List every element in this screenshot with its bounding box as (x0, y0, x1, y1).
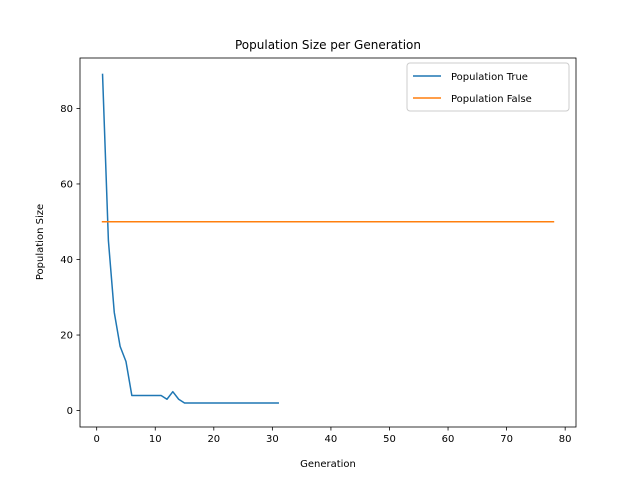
y-tick-label: 40 (60, 255, 73, 266)
series-line-1 (101, 73, 279, 404)
legend-label: Population False (451, 94, 532, 105)
legend-label: Population True (451, 72, 528, 83)
x-tick-label: 20 (207, 434, 220, 445)
x-tick-label: 10 (149, 434, 162, 445)
y-tick-label: 60 (60, 179, 73, 190)
legend-box (406, 62, 570, 112)
y-tick-label: 20 (60, 331, 73, 342)
x-tick-label: 50 (383, 434, 396, 445)
x-tick-label: 40 (325, 434, 338, 445)
y-tick-label: 80 (60, 104, 73, 115)
x-tick-label: 60 (442, 434, 455, 445)
plot-area: 0 10 20 30 40 50 60 70 80 0 20 40 60 80 (60, 57, 577, 445)
x-axis-label: Generation (300, 459, 356, 470)
y-tick-label: 0 (67, 406, 73, 417)
x-tick-label: 80 (559, 434, 572, 445)
chart-title: Population Size per Generation (235, 38, 421, 52)
x-tick-label: 30 (266, 434, 279, 445)
y-axis-label: Population Size (35, 204, 46, 280)
axes-frame (79, 57, 577, 428)
legend: Population True Population False (406, 62, 570, 112)
x-tick-label: 70 (500, 434, 513, 445)
x-tick-label: 0 (94, 434, 100, 445)
